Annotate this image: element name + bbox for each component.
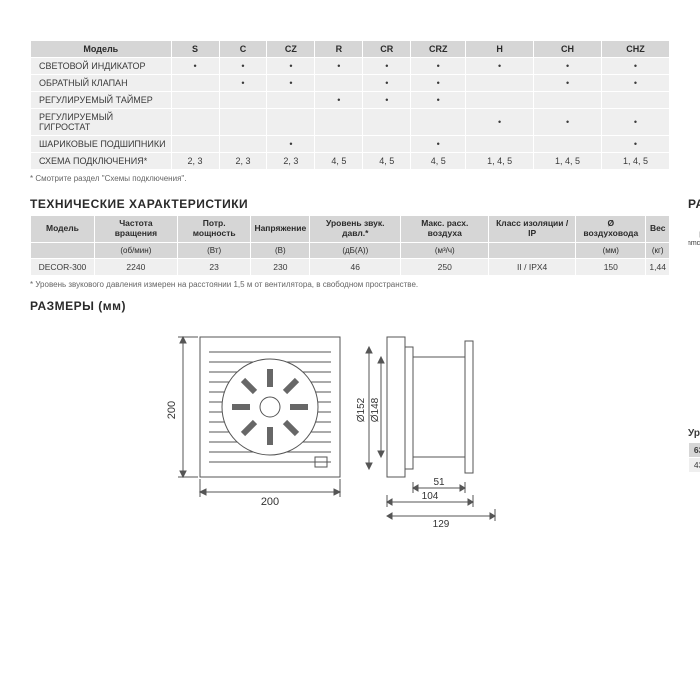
tech-table: МодельЧастота вращенияПотр. мощностьНапр…: [30, 215, 670, 276]
chart-title: DECOR-300: [688, 215, 700, 226]
table-row: РЕГУЛИРУЕМЫЙ ГИГРОСТАТ•••: [31, 109, 670, 136]
sound-table: 631252505001.0002.0004.0008.000LwA 43516…: [688, 442, 700, 473]
table-row: ОБРАТНЫЙ КЛАПАН••••••: [31, 75, 670, 92]
svg-text:51: 51: [433, 477, 445, 488]
table-row: ШАРИКОВЫЕ ПОДШИПНИКИ•••: [31, 136, 670, 153]
table-row: РЕГУЛИРУЕМЫЙ ТАЙМЕР•••: [31, 92, 670, 109]
table-row: СВЕТОВОЙ ИНДИКАТОР•••••••••: [31, 58, 670, 75]
svg-text:104: 104: [422, 491, 439, 502]
table-row: СХЕМА ПОДКЛЮЧЕНИЯ*2, 32, 32, 34, 54, 54,…: [31, 153, 670, 170]
datasheet: МодельSCCZRCRCRZHCHCHZ СВЕТОВОЙ ИНДИКАТО…: [30, 40, 670, 529]
svg-text:Ø152: Ø152: [356, 397, 367, 422]
perf-title: РАБОЧИЕ ХАРАКТЕРИСТИКИ: [688, 197, 700, 211]
dimensions-drawing: 200 200: [30, 317, 670, 527]
features-table: МодельSCCZRCRCRZHCHCHZ СВЕТОВОЙ ИНДИКАТО…: [30, 40, 670, 170]
svg-text:Ø148: Ø148: [370, 397, 381, 422]
svg-text:129: 129: [433, 519, 450, 527]
sound-title: Уровни звуковой мощности (дБ(А)): [688, 428, 700, 439]
tech-footnote: * Уровень звукового давления измерен на …: [30, 280, 430, 289]
tech-title: ТЕХНИЧЕСКИЕ ХАРАКТЕРИСТИКИ: [30, 197, 670, 211]
svg-text:200: 200: [166, 401, 178, 419]
dims-title: РАЗМЕРЫ (мм): [30, 299, 670, 313]
features-footnote: * Смотрите раздел "Схемы подключения".: [30, 174, 670, 183]
svg-text:[mmcda]: [mmcda]: [688, 240, 700, 247]
svg-text:200: 200: [261, 496, 279, 508]
performance-chart: 0501001502002500102030405060700123456710…: [688, 228, 700, 418]
